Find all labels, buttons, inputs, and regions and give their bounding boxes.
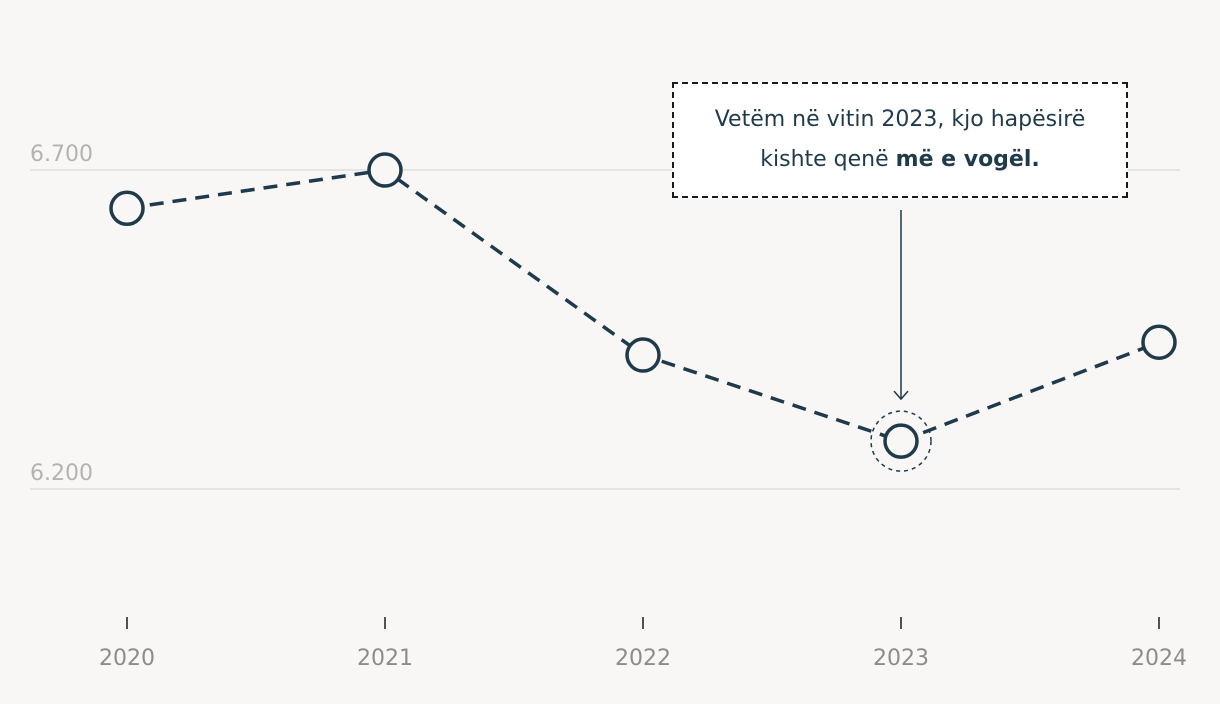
data-points — [109, 152, 1177, 459]
highlight-ring — [870, 410, 932, 472]
annotation-pointer — [870, 210, 932, 472]
data-point — [625, 337, 661, 373]
data-point — [367, 152, 403, 188]
y-axis: 6.700 6.200 — [30, 142, 93, 486]
y-tick-label: 6.700 — [30, 142, 93, 167]
pointer-arrowhead — [893, 390, 909, 401]
series-line — [126, 168, 1160, 444]
x-tick-label: 2021 — [357, 646, 413, 671]
data-point — [883, 423, 919, 459]
x-tick-label: 2024 — [1131, 646, 1187, 671]
annotation-text: Vetëm në vitin 2023, kjo hapësirë kishte… — [698, 100, 1102, 180]
annotation-box: Vetëm në vitin 2023, kjo hapësirë kishte… — [672, 82, 1128, 198]
x-tick-label: 2020 — [99, 646, 155, 671]
annotation-text-regular: Vetëm në vitin 2023, kjo hapësirë kishte… — [714, 107, 1086, 172]
data-point — [109, 190, 145, 227]
annotation-text-bold: më e vogël. — [895, 147, 1040, 172]
y-tick-label: 6.200 — [30, 461, 93, 486]
data-point — [1141, 324, 1177, 361]
x-axis: 2020 2021 2022 2023 2024 — [99, 617, 1187, 671]
x-tick-label: 2023 — [873, 646, 929, 671]
x-tick-label: 2022 — [615, 646, 671, 671]
